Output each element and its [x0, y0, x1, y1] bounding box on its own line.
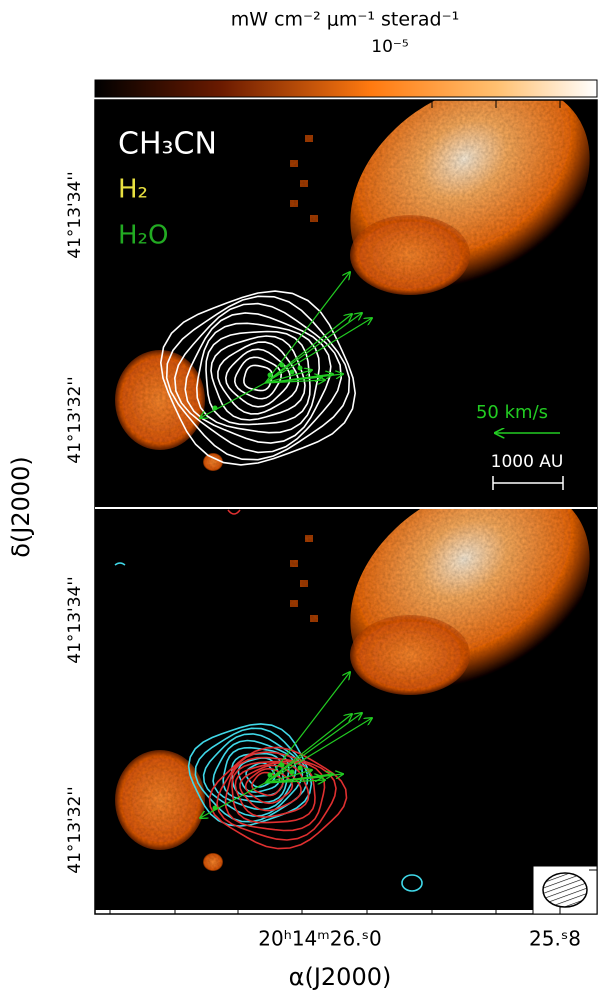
contour: [243, 364, 273, 392]
velocity-label: 50 km/s: [476, 402, 548, 423]
maser-arrow: [264, 718, 372, 784]
maser-arrow: [264, 780, 325, 783]
emission-blob: [203, 853, 223, 871]
contour: [217, 341, 299, 415]
maser-arrow: [264, 314, 352, 384]
contour: [195, 322, 321, 434]
emission-blob: [115, 350, 205, 450]
maser-arrow: [264, 713, 362, 784]
contour: [173, 302, 343, 454]
contour-blue: [114, 562, 126, 566]
emission-knot: [310, 215, 318, 222]
x-axis-label: α(J2000): [289, 963, 392, 991]
y-axis-label: δ(J2000): [7, 456, 35, 558]
contour: [159, 290, 357, 466]
legend-item: H₂: [118, 175, 148, 205]
maser-arrow: [264, 770, 312, 784]
emission-knot: [290, 600, 298, 607]
contour-blue: [194, 727, 309, 823]
maser-spot: [297, 365, 303, 371]
emission-knot: [305, 135, 313, 142]
emission-knot: [300, 180, 308, 187]
maser-spot: [267, 772, 273, 778]
maser-spot: [289, 769, 295, 775]
maser-arrow: [264, 380, 325, 383]
maser-spot: [279, 362, 285, 368]
maser-spot: [297, 765, 303, 771]
contour: [233, 356, 283, 400]
contour: [205, 330, 311, 426]
maser-spot: [212, 405, 218, 411]
maser-spot: [212, 805, 218, 811]
panel-top: [95, 100, 597, 508]
y-tick-label: 41°13'32'': [65, 786, 85, 873]
emission-blob: [115, 750, 205, 850]
maser-arrow: [264, 272, 350, 384]
y-tick-label: 41°13'34'': [65, 576, 85, 663]
emission: [115, 100, 590, 471]
contour-red: [231, 760, 316, 824]
contour-red: [216, 751, 337, 841]
emission-blob: [350, 215, 470, 295]
maser-spot: [289, 369, 295, 375]
colorbar-label: mW cm⁻² μm⁻¹ sterad⁻¹: [231, 9, 459, 31]
emission-knot: [290, 560, 298, 567]
colorbar: [94, 79, 598, 98]
contour-blue: [187, 723, 313, 827]
legend-item: CH₃CN: [118, 127, 217, 162]
maser-arrow: [264, 370, 312, 384]
contour-red: [234, 762, 310, 818]
emission: [115, 508, 590, 871]
emission-knot: [290, 200, 298, 207]
contour: [224, 348, 292, 408]
length-label: 1000 AU: [491, 452, 564, 472]
contour: [165, 295, 351, 461]
colorbar-scale: 10⁻⁵: [371, 37, 408, 57]
emission-knot: [290, 160, 298, 167]
maser-arrow: [200, 782, 266, 818]
contour-red: [227, 509, 241, 515]
emission-knot: [310, 615, 318, 622]
contour: [210, 335, 306, 421]
contour-red: [208, 746, 348, 850]
maser-spot: [267, 372, 273, 378]
maser-arrow: [264, 672, 350, 784]
ticks: [95, 100, 597, 914]
emission-knot: [305, 535, 313, 542]
emission-blob: [350, 615, 470, 695]
beam: [542, 872, 588, 908]
maser-arrow: [264, 313, 362, 384]
emission-knot: [300, 580, 308, 587]
length-bar: [492, 476, 564, 490]
x-tick-label: 25.ˢ8: [529, 927, 581, 951]
maser-spot: [279, 762, 285, 768]
emission-blob: [203, 453, 223, 471]
maser-arrow: [264, 318, 372, 384]
maser-arrow: [200, 382, 266, 418]
y-tick-label: 41°13'32'': [65, 376, 85, 463]
legend-item: H₂O: [118, 221, 168, 251]
maser-arrow: [264, 714, 352, 784]
x-tick-label: 20ʰ14ᵐ26.ˢ0: [258, 927, 381, 951]
contour: [184, 312, 332, 444]
panel-bottom: [95, 508, 597, 910]
contour-blue: [401, 874, 423, 892]
y-tick-label: 41°13'34'': [65, 171, 85, 258]
